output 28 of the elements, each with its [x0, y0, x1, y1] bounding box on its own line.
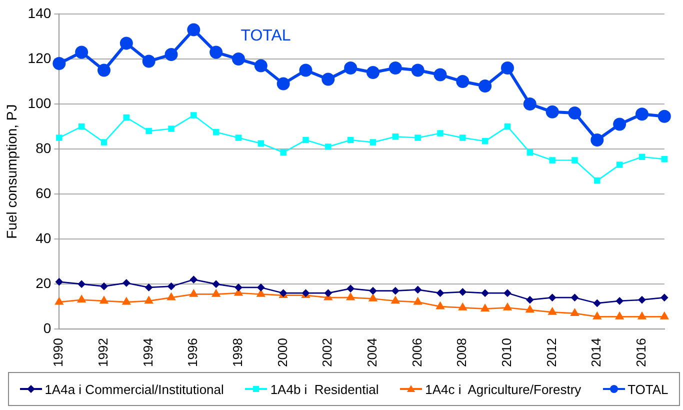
- x-tick-label: 2004: [364, 338, 380, 367]
- y-tick-label: 120: [28, 50, 52, 66]
- x-tick-label: 1990: [50, 338, 66, 367]
- y-tick-label: 80: [36, 140, 52, 156]
- y-tick-label: 60: [36, 184, 52, 201]
- y-tick-label: 20: [36, 274, 52, 291]
- y-tick-label: 0: [43, 320, 52, 336]
- y-axis-title: Fuel consumption, PJ: [3, 104, 20, 239]
- annotation: TOTAL: [240, 27, 291, 44]
- x-tick-label: 2016: [634, 338, 649, 367]
- x-tick-label: 1998: [230, 338, 246, 367]
- y-tick-label: 140: [28, 4, 52, 21]
- x-tick-label: 2014: [588, 338, 604, 367]
- x-tick-label: 2000: [274, 338, 290, 367]
- x-tick-label: 2012: [544, 338, 559, 367]
- x-tick-label: 2008: [454, 338, 470, 367]
- x-tick-label: 2002: [320, 338, 335, 367]
- x-tick-label: 2006: [409, 338, 424, 367]
- x-tick-label: 2010: [499, 338, 514, 367]
- legend-label: TOTAL: [628, 382, 668, 396]
- x-tick-label: 1996: [185, 338, 200, 367]
- y-tick-label: 40: [36, 230, 52, 246]
- y-tick-label: 100: [28, 94, 52, 111]
- x-tick-label: 1994: [140, 338, 156, 367]
- legend-label: 1A4c i Agriculture/Forestry: [425, 382, 582, 396]
- legend-label: 1A4b i Residential: [270, 382, 379, 396]
- x-tick-label: 1992: [96, 338, 111, 367]
- legend-label: 1A4a i Commercial/Institutional: [44, 382, 224, 396]
